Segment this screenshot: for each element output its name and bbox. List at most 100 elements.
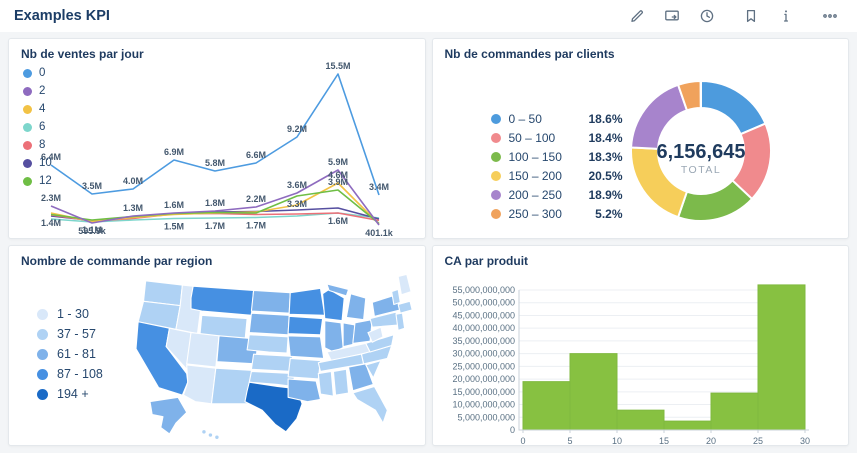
state-MI[interactable]: [345, 293, 367, 321]
point-label: 595.9k: [78, 226, 107, 236]
state-HI[interactable]: [201, 429, 207, 435]
state-SD[interactable]: [248, 312, 290, 336]
legend-color-dot: [490, 189, 501, 200]
state-MS[interactable]: [317, 370, 334, 397]
legend-color-dot: [37, 308, 48, 320]
donut-chart[interactable]: 6,156,645 TOTAL: [433, 39, 850, 239]
state-IN[interactable]: [342, 322, 356, 348]
state-AR[interactable]: [287, 357, 322, 380]
legend-item-0–50[interactable]: 0 – 50 18.6%: [490, 109, 623, 128]
legend-item-2[interactable]: 2: [23, 82, 52, 100]
donut-slice-250–300[interactable]: [676, 79, 702, 112]
legend-percent: 18.3%: [588, 149, 623, 164]
legend-item-10[interactable]: 10: [23, 154, 52, 172]
state-HI[interactable]: [207, 432, 214, 438]
line-chart[interactable]: 6.4M 3.5M 4.0M 6.9M 5.8M 6.6M 9.2M 15.5M 3.4M 2.3…: [9, 39, 426, 239]
legend-label: 2: [39, 85, 46, 97]
legend-label: 1 - 30: [57, 307, 89, 321]
state-ND[interactable]: [250, 289, 291, 314]
legend-item-4[interactable]: 4: [23, 100, 52, 118]
legend-label: 194 +: [57, 387, 89, 401]
legend-label: 150 – 200: [508, 168, 562, 183]
state-MO[interactable]: [287, 335, 325, 360]
state-OK[interactable]: [248, 370, 296, 388]
legend-color-dot: [23, 68, 32, 78]
bar-15-20[interactable]: [663, 420, 711, 431]
map-legend-item-194+[interactable]: 194 +: [37, 384, 103, 404]
dashboard-grid: Nb de ventes par jour 0 2 4 6 8 10 12 6.4M 3.5M…: [0, 32, 857, 453]
state-UT[interactable]: [186, 332, 220, 368]
state-IL[interactable]: [324, 320, 344, 353]
state-FL[interactable]: [352, 385, 388, 424]
panel-title: Nb de commandes par clients: [444, 47, 615, 61]
point-label: 3.9M: [328, 177, 348, 187]
state-VA[interactable]: [365, 334, 395, 353]
x-tick-label: 5: [567, 436, 572, 446]
donut-slice-0–50[interactable]: [699, 79, 767, 136]
axis-line: [518, 290, 809, 431]
y-tick-label: 30,000,000,000: [452, 349, 515, 359]
line-series-0[interactable]: [50, 73, 380, 196]
bar-chart[interactable]: 0 5,000,000,000 10,000,000,000 15,000,000,0…: [433, 246, 850, 446]
donut-slice-200–250[interactable]: [629, 83, 688, 150]
state-AZ[interactable]: [182, 364, 217, 405]
legend-item-250–300[interactable]: 250 – 300 5.2%: [490, 204, 623, 223]
state-ME[interactable]: [397, 273, 412, 296]
y-tick-label: 5,000,000,000: [457, 412, 515, 422]
state-AK[interactable]: [149, 396, 188, 435]
state-NE[interactable]: [246, 334, 289, 354]
state-NJMD[interactable]: [395, 312, 406, 331]
legend-item-8[interactable]: 8: [23, 136, 52, 154]
legend-item-12[interactable]: 12: [23, 172, 52, 190]
map-legend-item-61-81[interactable]: 61 - 81: [37, 344, 103, 364]
legend-item-50–100[interactable]: 50 – 100 18.4%: [490, 128, 623, 147]
legend-item-200–250[interactable]: 200 – 250 18.9%: [490, 185, 623, 204]
legend-item-6[interactable]: 6: [23, 118, 52, 136]
edit-icon[interactable]: [624, 5, 650, 27]
bar-10-15[interactable]: [616, 409, 664, 431]
legend-item-0[interactable]: 0: [23, 64, 52, 82]
state-WI[interactable]: [322, 288, 345, 322]
panel-title: Nombre de commande par region: [21, 254, 213, 268]
state-SC[interactable]: [365, 360, 382, 379]
state-AL[interactable]: [332, 368, 350, 396]
map-legend-item-37-57[interactable]: 37 - 57: [37, 324, 103, 344]
bar-0-5[interactable]: [522, 381, 570, 431]
line-series-2[interactable]: [50, 169, 380, 226]
choropleth-map[interactable]: [125, 270, 421, 446]
history-icon[interactable]: [694, 5, 720, 27]
line-chart-legend: 0 2 4 6 8 10 12: [23, 64, 52, 190]
present-icon[interactable]: [659, 5, 685, 27]
legend-percent: 20.5%: [588, 168, 623, 183]
map-legend-item-1-30[interactable]: 1 - 30: [37, 304, 103, 324]
donut-total-value: 6,156,645: [656, 141, 745, 163]
state-MT[interactable]: [190, 285, 255, 316]
legend-label: 8: [39, 139, 46, 151]
bar-5-10[interactable]: [569, 353, 617, 431]
state-KS[interactable]: [250, 353, 293, 372]
state-LA[interactable]: [287, 378, 322, 403]
state-HI[interactable]: [214, 434, 220, 440]
line-series-12[interactable]: [50, 189, 380, 225]
map-legend-item-87-108[interactable]: 87 - 108: [37, 364, 103, 384]
state-MN[interactable]: [288, 287, 326, 316]
point-label: 6.9M: [164, 147, 184, 157]
state-VTNH[interactable]: [391, 288, 401, 306]
legend-color-dot: [490, 170, 501, 181]
state-WV[interactable]: [367, 326, 384, 343]
legend-label: 4: [39, 103, 46, 115]
state-IA[interactable]: [287, 315, 324, 336]
state-MACT[interactable]: [397, 300, 413, 314]
legend-item-150–200[interactable]: 150 – 200 20.5%: [490, 166, 623, 185]
bookmark-icon[interactable]: [738, 5, 764, 27]
state-MI[interactable]: [326, 283, 350, 297]
state-GA[interactable]: [347, 363, 374, 392]
legend-item-100–150[interactable]: 100 – 150 18.3%: [490, 147, 623, 166]
info-icon[interactable]: [773, 5, 799, 27]
bar-25-30[interactable]: [757, 284, 805, 431]
legend-label: 10: [39, 157, 52, 169]
legend-label: 100 – 150: [508, 149, 562, 164]
more-icon[interactable]: [817, 5, 843, 27]
state-OH[interactable]: [352, 319, 373, 344]
bar-20-25[interactable]: [710, 392, 758, 431]
